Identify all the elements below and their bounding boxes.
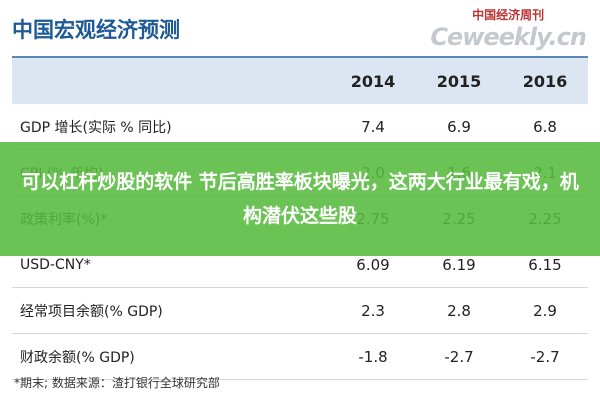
table-row: 经常项目余额(% GDP) 2.3 2.8 2.9: [12, 287, 588, 334]
ad-banner[interactable]: 可以杠杆炒股的软件 节后高胜率板块曝光，这两大行业最有戏，机构潜伏这些股: [0, 142, 600, 256]
cell: -1.8: [330, 333, 416, 380]
footnote: *期末; 数据来源：渣打银行全球研究部: [14, 376, 220, 390]
header-cell: 2016: [502, 56, 588, 104]
cell: 2.8: [416, 287, 502, 334]
title: 中国宏观经济预测: [12, 18, 180, 42]
logo-cn: 中国经济周刊: [472, 8, 545, 22]
table-row: 财政余额(% GDP) -1.8 -2.7 -2.7: [12, 333, 588, 380]
header-cell: [12, 56, 330, 104]
logo: 中国经济周刊 Ceweekly.cn: [430, 6, 587, 51]
row-label: 经常项目余额(% GDP): [12, 287, 330, 334]
cell: 2.3: [330, 287, 416, 334]
cell: -2.7: [416, 333, 502, 380]
header-cell: 2015: [416, 56, 502, 104]
header-cell: 2014: [330, 56, 416, 104]
cell: 2.9: [502, 287, 588, 334]
row-label: 财政余额(% GDP): [12, 333, 330, 380]
header-row: 2014 2015 2016: [12, 56, 588, 104]
logo-en: Ceweekly.cn: [430, 23, 587, 51]
cell: -2.7: [502, 333, 588, 380]
